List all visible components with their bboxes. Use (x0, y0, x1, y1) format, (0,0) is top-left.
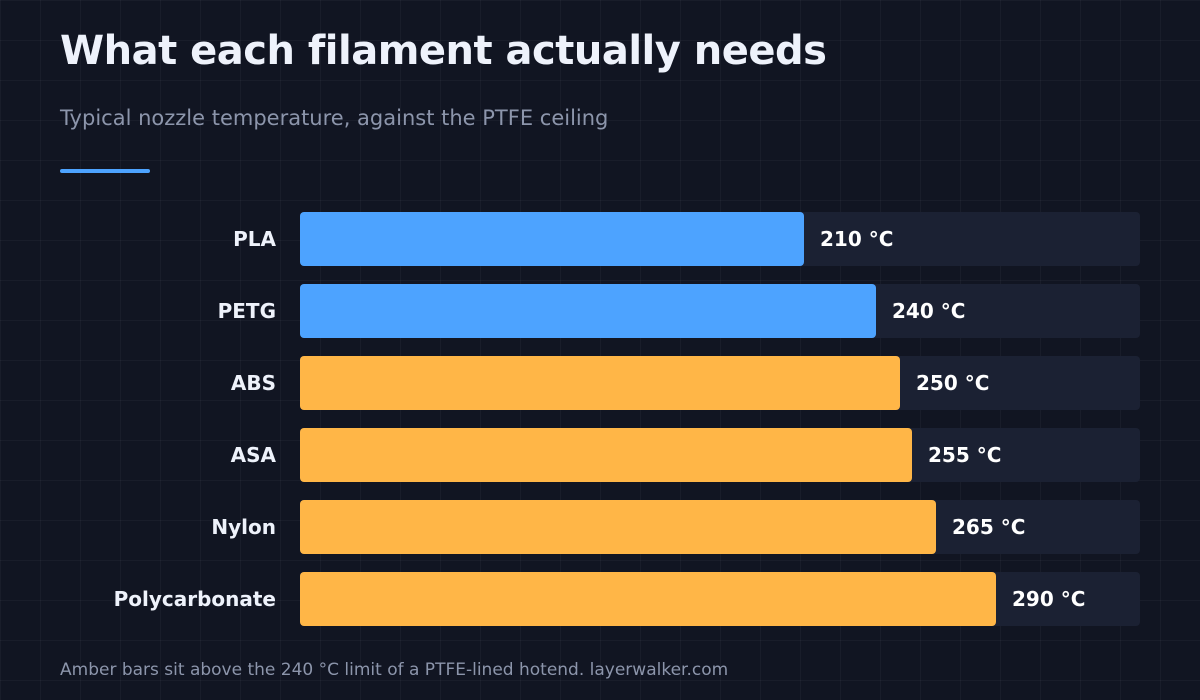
accent-divider (60, 169, 150, 173)
category-label: PETG (218, 299, 276, 323)
bar-petg (300, 284, 876, 338)
value-label: 240 °C (892, 299, 965, 323)
value-label: 210 °C (820, 227, 893, 251)
bar-nylon (300, 500, 936, 554)
value-label: 290 °C (1012, 587, 1085, 611)
value-label: 255 °C (928, 443, 1001, 467)
category-label: ASA (231, 443, 277, 467)
bar-abs (300, 356, 900, 410)
chart-title: What each filament actually needs (60, 28, 827, 74)
value-label: 265 °C (952, 515, 1025, 539)
category-label: PLA (233, 227, 276, 251)
bar-polycarbonate (300, 572, 996, 626)
chart-subtitle: Typical nozzle temperature, against the … (60, 106, 609, 130)
chart-footnote: Amber bars sit above the 240 °C limit of… (60, 660, 729, 680)
category-label: Polycarbonate (114, 587, 276, 611)
value-label: 250 °C (916, 371, 989, 395)
category-label: ABS (231, 371, 276, 395)
bar-asa (300, 428, 912, 482)
category-label: Nylon (211, 515, 276, 539)
bar-pla (300, 212, 804, 266)
